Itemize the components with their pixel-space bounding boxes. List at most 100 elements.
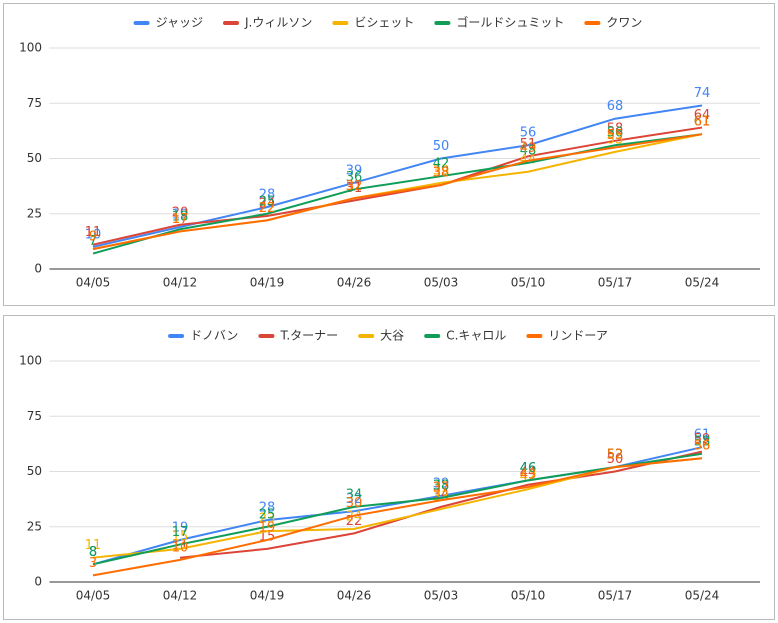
data-label: 18: [172, 210, 189, 225]
legend-label: リンドーア: [548, 329, 608, 343]
series-line: [92, 452, 703, 566]
x-tick-label: 05/17: [598, 276, 633, 290]
x-tick-label: 05/24: [685, 276, 720, 290]
x-tick-label: 04/05: [76, 276, 111, 290]
data-label: 32: [346, 492, 363, 507]
y-tick-label: 0: [34, 262, 42, 276]
data-label: 32: [346, 179, 363, 194]
series-line: [92, 133, 703, 255]
data-label: 49: [520, 141, 537, 156]
data-label: 53: [607, 132, 624, 147]
x-tick-label: 04/26: [337, 589, 372, 603]
data-label: 17: [172, 212, 189, 227]
legend-label: J.ウィルソン: [244, 16, 312, 30]
legend-label: C.キャロル: [446, 329, 506, 343]
data-label: 61: [694, 428, 711, 443]
data-label: 74: [694, 86, 711, 101]
data-label: 58: [607, 121, 624, 136]
data-label: 52: [607, 448, 624, 463]
series-line: [92, 457, 703, 577]
legend-label: ドノバン: [190, 329, 238, 343]
data-label: 42: [433, 157, 450, 172]
data-label: 68: [607, 99, 624, 114]
x-tick-label: 04/19: [250, 589, 285, 603]
x-tick-label: 05/24: [685, 589, 720, 603]
data-label: 46: [520, 461, 537, 476]
series-line: [92, 133, 703, 251]
legend-label: ゴールドシュミット: [456, 15, 564, 30]
legend-label: ジャッジ: [156, 16, 203, 30]
legend-label: ビシェット: [354, 16, 414, 30]
data-label: 64: [694, 108, 711, 123]
x-tick-label: 04/05: [76, 589, 111, 603]
data-label: 50: [433, 139, 450, 154]
data-label: 19: [172, 521, 189, 536]
data-label: 52: [607, 448, 624, 463]
data-label: 9: [89, 230, 97, 245]
data-label: 19: [259, 521, 276, 536]
data-label: 34: [346, 487, 363, 502]
x-tick-label: 04/12: [163, 589, 198, 603]
data-label: 58: [694, 434, 711, 449]
data-label: 50: [607, 452, 624, 467]
data-label: 39: [346, 163, 363, 178]
legend-label: クワン: [606, 16, 642, 30]
data-label: 37: [433, 481, 450, 496]
data-label: 24: [259, 196, 276, 211]
data-label: 36: [346, 170, 363, 185]
y-tick-label: 50: [27, 151, 42, 165]
data-label: 38: [433, 479, 450, 494]
legend-label: T.ターナー: [279, 329, 338, 343]
y-tick-label: 25: [27, 206, 42, 220]
data-label: 28: [259, 188, 276, 203]
data-label: 25: [259, 507, 276, 522]
data-label: 3: [89, 556, 97, 571]
data-label: 46: [520, 461, 537, 476]
y-tick-label: 75: [27, 409, 42, 423]
x-tick-label: 05/10: [511, 276, 546, 290]
data-label: 56: [520, 126, 537, 141]
data-label: 8: [89, 545, 97, 560]
data-label: 59: [694, 432, 711, 447]
x-tick-label: 04/19: [250, 276, 285, 290]
y-tick-label: 0: [34, 575, 42, 589]
data-label: 17: [172, 525, 189, 540]
y-tick-label: 75: [27, 96, 42, 110]
series-line: [179, 450, 703, 559]
legend-label: 大谷: [380, 329, 404, 343]
data-label: 24: [346, 509, 363, 524]
y-tick-label: 50: [27, 464, 42, 478]
data-label: 48: [520, 143, 537, 158]
data-label: 25: [259, 194, 276, 209]
data-label: 28: [259, 501, 276, 516]
data-label: 9: [89, 230, 97, 245]
y-tick-label: 100: [19, 41, 42, 55]
data-label: 10: [172, 540, 189, 555]
data-label: 17: [172, 212, 189, 227]
data-label: 11: [85, 538, 102, 553]
data-label: 15: [172, 529, 189, 544]
data-label: 51: [520, 137, 537, 152]
data-label: 38: [433, 166, 450, 181]
data-label: 56: [607, 126, 624, 141]
data-label: 43: [520, 467, 537, 482]
x-tick-label: 05/17: [598, 589, 633, 603]
y-tick-label: 25: [27, 519, 42, 533]
data-label: 61: [694, 115, 711, 130]
x-tick-label: 05/10: [511, 589, 546, 603]
y-tick-label: 100: [19, 354, 42, 368]
data-label: 55: [607, 128, 624, 143]
data-label: 22: [259, 201, 276, 216]
x-tick-label: 04/12: [163, 276, 198, 290]
data-label: 10: [85, 227, 102, 242]
x-tick-label: 05/03: [424, 276, 459, 290]
data-label: 44: [520, 465, 537, 480]
x-tick-label: 05/03: [424, 589, 459, 603]
x-tick-label: 04/26: [337, 276, 372, 290]
data-label: 19: [172, 208, 189, 223]
data-label: 56: [694, 439, 711, 454]
data-label: 56: [694, 439, 711, 454]
series-line: [92, 126, 703, 246]
data-label: 30: [346, 496, 363, 511]
data-label: 8: [89, 545, 97, 560]
